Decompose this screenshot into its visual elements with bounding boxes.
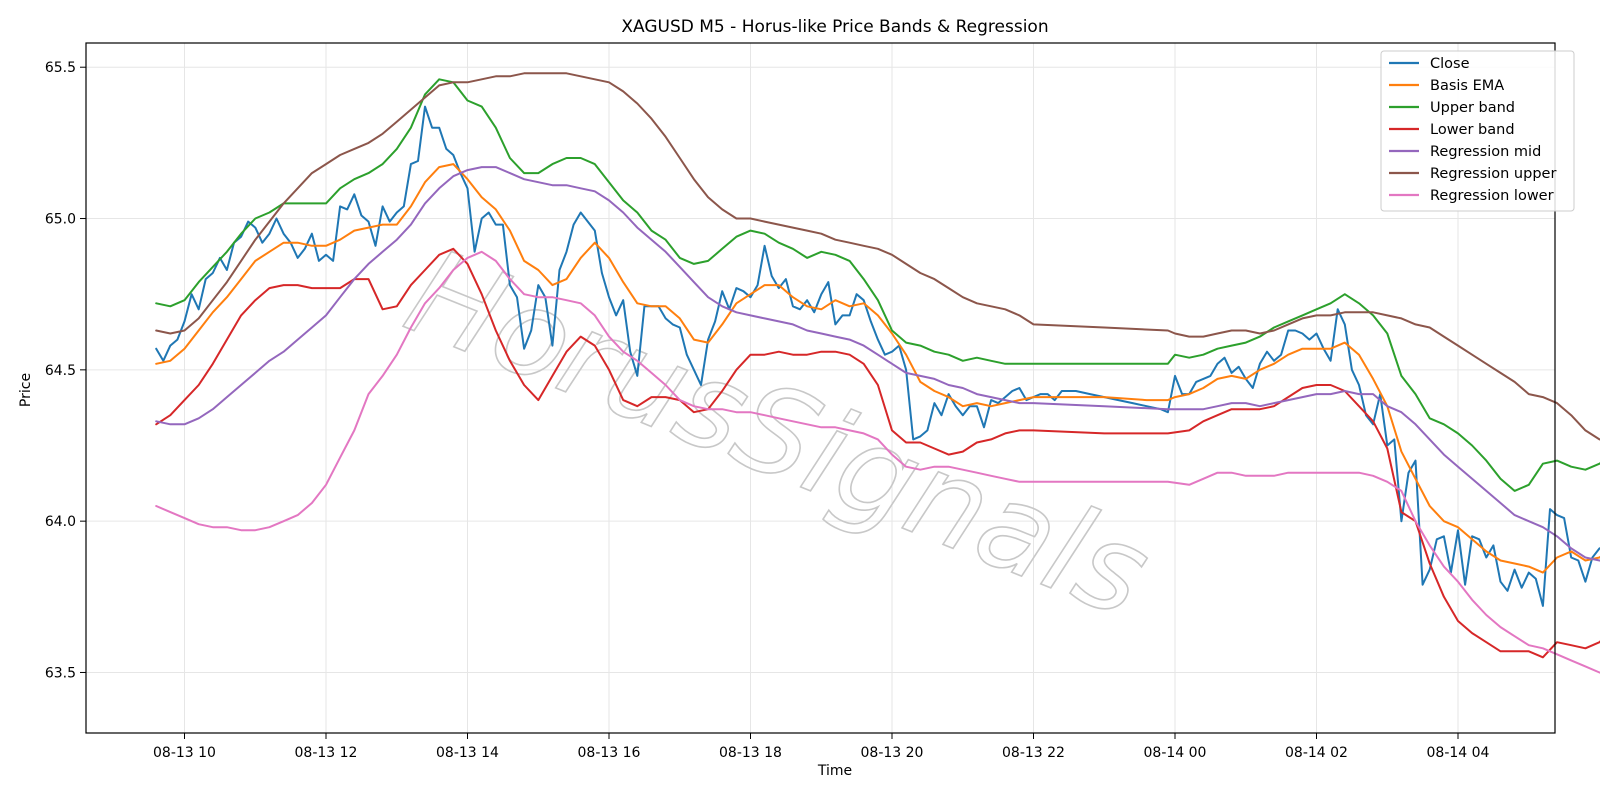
x-tick-label: 08-13 12 (295, 745, 358, 761)
series-line-close (155, 105, 1600, 607)
x-tick-label: 08-13 10 (153, 745, 216, 761)
x-axis-title: Time (817, 763, 852, 779)
series-line-basis-ema (155, 163, 1600, 574)
plot-frame (85, 42, 1556, 734)
series-line-upper-band (155, 78, 1600, 492)
y-tick-label: 63.5 (45, 665, 76, 681)
x-tick-label: 08-13 14 (436, 745, 499, 761)
legend-label: Regression mid (1430, 144, 1541, 160)
legend-label: Regression upper (1430, 166, 1556, 182)
y-axis-title: Price (18, 373, 34, 407)
y-tick-label: 64.5 (45, 363, 76, 379)
legend-box (1380, 50, 1575, 212)
x-tick-label: 08-13 20 (861, 745, 924, 761)
grid-vertical-lines (184, 43, 1459, 733)
legend-label: Basis EMA (1430, 78, 1504, 94)
legend: Close Basis EMA Upper band Lower band Regres… (1380, 50, 1575, 212)
x-tick-label: 08-13 16 (578, 745, 641, 761)
grid-horizontal-lines (86, 66, 1555, 673)
legend-label: Regression lower (1430, 188, 1554, 204)
x-axis: 08-13 10 08-13 12 08-13 14 08-13 16 08-13 18… (153, 733, 1490, 761)
y-tick-label: 65.0 (45, 212, 76, 228)
series-line-regression-lower (155, 250, 1600, 674)
legend-label: Upper band (1430, 100, 1515, 116)
series-line-regression-mid (155, 166, 1600, 562)
y-tick-label: 65.5 (45, 60, 76, 76)
y-axis: 63.5 64.0 64.5 65.0 65.5 (45, 60, 86, 681)
series-line-lower-band (155, 247, 1600, 659)
series-layer (155, 72, 1600, 674)
series-line-regression-upper (155, 72, 1600, 441)
legend-label: Close (1430, 56, 1470, 72)
chart-title: XAGUSD M5 - Horus-like Price Bands & Reg… (621, 17, 1048, 37)
x-tick-label: 08-13 18 (719, 745, 782, 761)
x-tick-label: 08-14 04 (1427, 745, 1490, 761)
x-tick-label: 08-13 22 (1002, 745, 1065, 761)
x-tick-label: 08-14 00 (1144, 745, 1207, 761)
legend-label: Lower band (1430, 122, 1515, 138)
y-tick-label: 64.0 (45, 514, 76, 530)
x-tick-label: 08-14 02 (1285, 745, 1348, 761)
